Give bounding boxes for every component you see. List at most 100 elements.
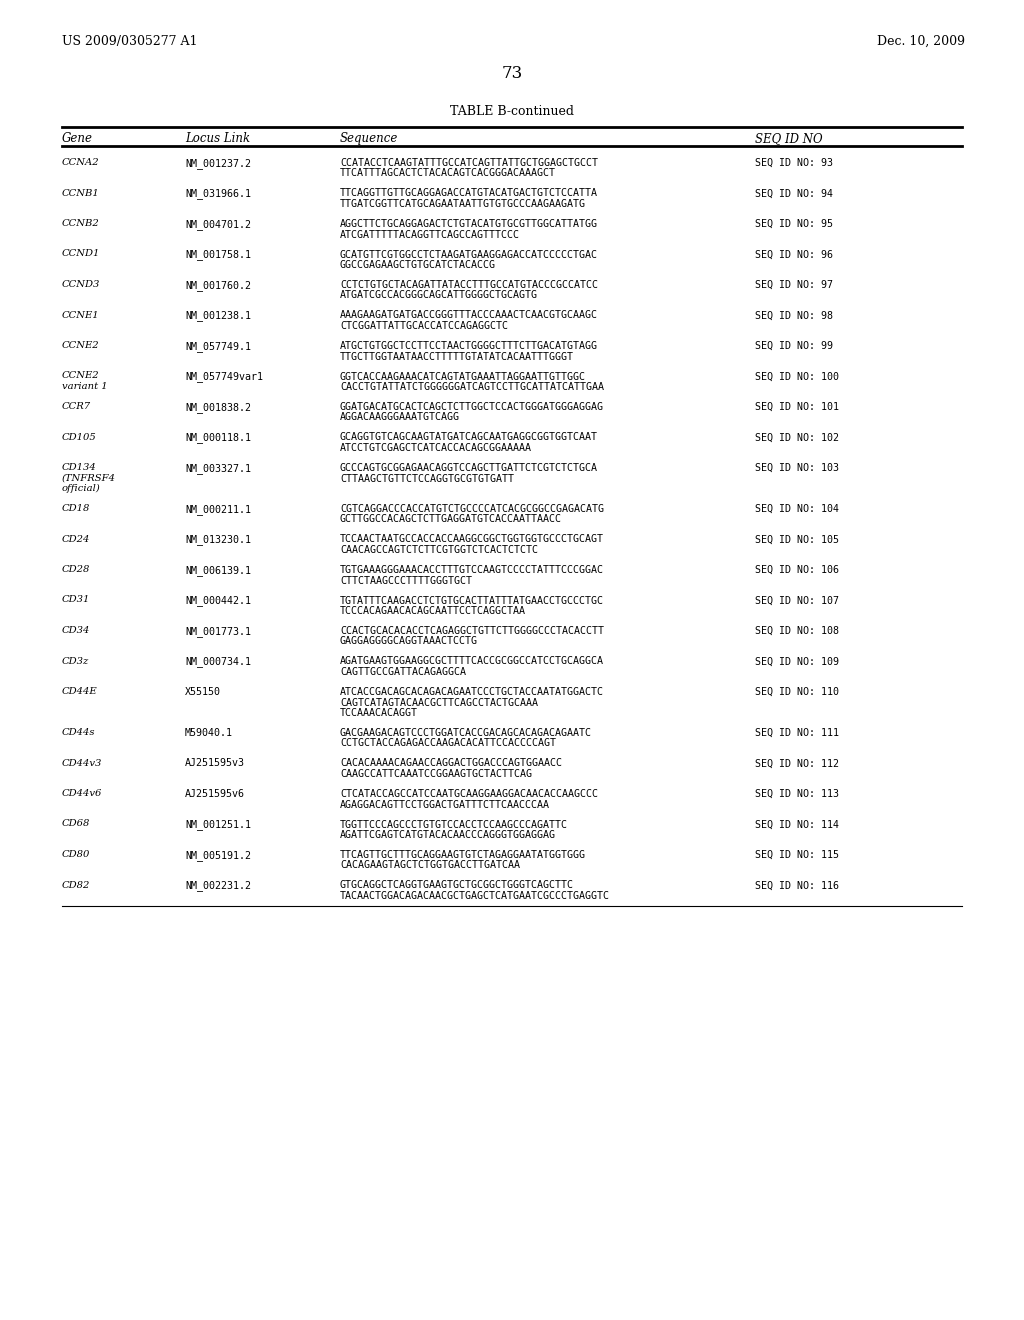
Text: TABLE B-continued: TABLE B-continued <box>450 106 574 117</box>
Text: CAGTTGCCGATTACAGAGGCA: CAGTTGCCGATTACAGAGGCA <box>340 667 466 677</box>
Text: CD24: CD24 <box>62 535 90 544</box>
Text: CD44v3: CD44v3 <box>62 759 102 767</box>
Text: AGATTCGAGTCATGTACACAACCCAGGGTGGAGGAG: AGATTCGAGTCATGTACACAACCCAGGGTGGAGGAG <box>340 830 556 840</box>
Text: CD82: CD82 <box>62 880 90 890</box>
Text: AGGCTTCTGCAGGAGACTCTGTACATGTGCGTTGGCATTATGG: AGGCTTCTGCAGGAGACTCTGTACATGTGCGTTGGCATTA… <box>340 219 598 228</box>
Text: SEQ ID NO: 107: SEQ ID NO: 107 <box>755 595 839 606</box>
Text: TTCAGGTTGTTGCAGGAGACCATGTACATGACTGTCTCCATTA: TTCAGGTTGTTGCAGGAGACCATGTACATGACTGTCTCCA… <box>340 189 598 198</box>
Text: TTGATCGGTTCATGCAGAATAATTGTGTGCCCAAGAAGATG: TTGATCGGTTCATGCAGAATAATTGTGTGCCCAAGAAGAT… <box>340 199 586 209</box>
Text: CD34: CD34 <box>62 626 90 635</box>
Text: NM_000734.1: NM_000734.1 <box>185 656 251 668</box>
Text: CD44s: CD44s <box>62 729 95 737</box>
Text: 73: 73 <box>502 65 522 82</box>
Text: CAAGCCATTCAAATCCGGAAGTGCTACTTCAG: CAAGCCATTCAAATCCGGAAGTGCTACTTCAG <box>340 770 532 779</box>
Text: GGATGACATGCACTCAGCTCTTGGCTCCACTGGGATGGGAGGAG: GGATGACATGCACTCAGCTCTTGGCTCCACTGGGATGGGA… <box>340 403 604 412</box>
Text: CD28: CD28 <box>62 565 90 574</box>
Text: TGGTTCCCAGCCCTGTGTCCACCTCCAAGCCCAGATTC: TGGTTCCCAGCCCTGTGTCCACCTCCAAGCCCAGATTC <box>340 820 568 829</box>
Text: CD134: CD134 <box>62 463 96 473</box>
Text: GGTCACCAAGAAACATCAGTATGAAATTAGGAATTGTTGGC: GGTCACCAAGAAACATCAGTATGAAATTAGGAATTGTTGG… <box>340 371 586 381</box>
Text: TTGCTTGGTAATAACCTTTTTGTATATCACAATTTGGGT: TTGCTTGGTAATAACCTTTTTGTATATCACAATTTGGGT <box>340 351 574 362</box>
Text: CD44E: CD44E <box>62 686 97 696</box>
Text: NM_001251.1: NM_001251.1 <box>185 820 251 830</box>
Text: AAAGAAGATGATGACCGGGTTTACCCAAACTCAACGTGCAAGC: AAAGAAGATGATGACCGGGTTTACCCAAACTCAACGTGCA… <box>340 310 598 321</box>
Text: SEQ ID NO: 99: SEQ ID NO: 99 <box>755 341 833 351</box>
Text: NM_000442.1: NM_000442.1 <box>185 595 251 606</box>
Text: CCND1: CCND1 <box>62 249 100 259</box>
Text: SEQ ID NO: 102: SEQ ID NO: 102 <box>755 433 839 442</box>
Text: NM_057749var1: NM_057749var1 <box>185 371 263 383</box>
Text: CCTCTGTGCTACAGATTATACCTTTGCCATGTACCCGCCATCC: CCTCTGTGCTACAGATTATACCTTTGCCATGTACCCGCCA… <box>340 280 598 290</box>
Text: NM_001758.1: NM_001758.1 <box>185 249 251 260</box>
Text: NM_031966.1: NM_031966.1 <box>185 189 251 199</box>
Text: CACACAAAACAGAACCAGGACTGGACCCAGTGGAACC: CACACAAAACAGAACCAGGACTGGACCCAGTGGAACC <box>340 759 562 768</box>
Text: CTTCTAAGCCCTTTTGGGTGCT: CTTCTAAGCCCTTTTGGGTGCT <box>340 576 472 586</box>
Text: NM_001238.1: NM_001238.1 <box>185 310 251 321</box>
Text: CCND3: CCND3 <box>62 280 100 289</box>
Text: CTCATACCAGCCATCCAATGCAAGGAAGGACAACACCAAGCCC: CTCATACCAGCCATCCAATGCAAGGAAGGACAACACCAAG… <box>340 789 598 799</box>
Text: Gene: Gene <box>62 132 93 145</box>
Text: CD68: CD68 <box>62 820 90 829</box>
Text: TCCAACTAATGCCACCACCAAGGCGGCTGGTGGTGCCCTGCAGT: TCCAACTAATGCCACCACCAAGGCGGCTGGTGGTGCCCTG… <box>340 535 604 544</box>
Text: official): official) <box>62 484 100 494</box>
Text: X55150: X55150 <box>185 686 221 697</box>
Text: NM_005191.2: NM_005191.2 <box>185 850 251 861</box>
Text: TCCCACAGAACACAGCAATTCCTCAGGCTAA: TCCCACAGAACACAGCAATTCCTCAGGCTAA <box>340 606 526 616</box>
Text: SEQ ID NO: 110: SEQ ID NO: 110 <box>755 686 839 697</box>
Text: SEQ ID NO: 100: SEQ ID NO: 100 <box>755 371 839 381</box>
Text: SEQ ID NO: 96: SEQ ID NO: 96 <box>755 249 833 260</box>
Text: Locus Link: Locus Link <box>185 132 250 145</box>
Text: AGAGGACAGTTCCTGGACTGATTTCTTCAACCCAA: AGAGGACAGTTCCTGGACTGATTTCTTCAACCCAA <box>340 800 550 809</box>
Text: SEQ ID NO: 98: SEQ ID NO: 98 <box>755 310 833 321</box>
Text: SEQ ID NO: 101: SEQ ID NO: 101 <box>755 403 839 412</box>
Text: CAACAGCCAGTCTCTTCGTGGTCTCACTCTCTC: CAACAGCCAGTCTCTTCGTGGTCTCACTCTCTC <box>340 545 538 554</box>
Text: ATGATCGCCACGGGCAGCATTGGGGCTGCAGTG: ATGATCGCCACGGGCAGCATTGGGGCTGCAGTG <box>340 290 538 301</box>
Text: SEQ ID NO: 113: SEQ ID NO: 113 <box>755 789 839 799</box>
Text: CCNB1: CCNB1 <box>62 189 99 198</box>
Text: SEQ ID NO: 94: SEQ ID NO: 94 <box>755 189 833 198</box>
Text: TTCAGTTGCTTTGCAGGAAGTGTCTAGAGGAATATGGTGGG: TTCAGTTGCTTTGCAGGAAGTGTCTAGAGGAATATGGTGG… <box>340 850 586 861</box>
Text: CD44v6: CD44v6 <box>62 789 102 799</box>
Text: SEQ ID NO: 105: SEQ ID NO: 105 <box>755 535 839 544</box>
Text: CD3z: CD3z <box>62 656 89 665</box>
Text: SEQ ID NO: 111: SEQ ID NO: 111 <box>755 729 839 738</box>
Text: TGTATTTCAAGACCTCTGTGCACTTATTTATGAACCTGCCCTGC: TGTATTTCAAGACCTCTGTGCACTTATTTATGAACCTGCC… <box>340 595 604 606</box>
Text: GAGGAGGGGCAGGTAAACTCCTG: GAGGAGGGGCAGGTAAACTCCTG <box>340 636 478 647</box>
Text: SEQ ID NO: 116: SEQ ID NO: 116 <box>755 880 839 891</box>
Text: SEQ ID NO: 106: SEQ ID NO: 106 <box>755 565 839 576</box>
Text: TACAACTGGACAGACAACGCTGAGCTCATGAATCGCCCTGAGGTC: TACAACTGGACAGACAACGCTGAGCTCATGAATCGCCCTG… <box>340 891 610 902</box>
Text: GCAGGTGTCAGCAAGTATGATCAGCAATGAGGCGGTGGTCAAT: GCAGGTGTCAGCAAGTATGATCAGCAATGAGGCGGTGGTC… <box>340 433 598 442</box>
Text: Sequence: Sequence <box>340 132 398 145</box>
Text: CCNE2: CCNE2 <box>62 341 99 350</box>
Text: SEQ ID NO: 109: SEQ ID NO: 109 <box>755 656 839 667</box>
Text: GGCCGAGAAGCTGTGCATCTACACCG: GGCCGAGAAGCTGTGCATCTACACCG <box>340 260 496 271</box>
Text: CCR7: CCR7 <box>62 403 91 411</box>
Text: ATCGATTTTTACAGGTTCAGCCAGTTTCCC: ATCGATTTTTACAGGTTCAGCCAGTTTCCC <box>340 230 520 239</box>
Text: NM_004701.2: NM_004701.2 <box>185 219 251 230</box>
Text: SEQ ID NO: 93: SEQ ID NO: 93 <box>755 158 833 168</box>
Text: NM_002231.2: NM_002231.2 <box>185 880 251 891</box>
Text: Dec. 10, 2009: Dec. 10, 2009 <box>877 36 965 48</box>
Text: SEQ ID NO: 95: SEQ ID NO: 95 <box>755 219 833 228</box>
Text: NM_001237.2: NM_001237.2 <box>185 158 251 169</box>
Text: ATCACCGACAGCACAGACAGAATCCCTGCTACCAATATGGACTC: ATCACCGACAGCACAGACAGAATCCCTGCTACCAATATGG… <box>340 686 604 697</box>
Text: CD18: CD18 <box>62 504 90 513</box>
Text: AJ251595v6: AJ251595v6 <box>185 789 245 799</box>
Text: CACCTGTATTATCTGGGGGGATCAGTCCTTGCATTATCATTGAA: CACCTGTATTATCTGGGGGGATCAGTCCTTGCATTATCAT… <box>340 381 604 392</box>
Text: SEQ ID NO: 108: SEQ ID NO: 108 <box>755 626 839 636</box>
Text: AGATGAAGTGGAAGGCGCTTTTCACCGCGGCCATCCTGCAGGCA: AGATGAAGTGGAAGGCGCTTTTCACCGCGGCCATCCTGCA… <box>340 656 604 667</box>
Text: NM_001760.2: NM_001760.2 <box>185 280 251 290</box>
Text: AJ251595v3: AJ251595v3 <box>185 759 245 768</box>
Text: ATCCTGTCGAGCTCATCACCACAGCGGAAAAA: ATCCTGTCGAGCTCATCACCACAGCGGAAAAA <box>340 444 532 453</box>
Text: CCACTGCACACACCTCAGAGGCTGTTCTTGGGGCCCTACACCTT: CCACTGCACACACCTCAGAGGCTGTTCTTGGGGCCCTACA… <box>340 626 604 636</box>
Text: SEQ ID NO: 112: SEQ ID NO: 112 <box>755 759 839 768</box>
Text: GCATGTTCGTGGCCTCTAAGATGAAGGAGACCATCCCCCTGAC: GCATGTTCGTGGCCTCTAAGATGAAGGAGACCATCCCCCT… <box>340 249 598 260</box>
Text: CTTAAGCTGTTCTCCAGGTGCGTGTGATT: CTTAAGCTGTTCTCCAGGTGCGTGTGATT <box>340 474 514 483</box>
Text: SEQ ID NO: 97: SEQ ID NO: 97 <box>755 280 833 290</box>
Text: NM_003327.1: NM_003327.1 <box>185 463 251 474</box>
Text: (TNFRSF4: (TNFRSF4 <box>62 474 116 483</box>
Text: CTCGGATTATTGCACCATCCAGAGGCTC: CTCGGATTATTGCACCATCCAGAGGCTC <box>340 321 508 331</box>
Text: GCTTGGCCACAGCTCTTGAGGATGTCACCAATTAACC: GCTTGGCCACAGCTCTTGAGGATGTCACCAATTAACC <box>340 515 562 524</box>
Text: NM_006139.1: NM_006139.1 <box>185 565 251 576</box>
Text: US 2009/0305277 A1: US 2009/0305277 A1 <box>62 36 198 48</box>
Text: ATGCTGTGGCTCCTTCCTAACTGGGGCTTTCTTGACATGTAGG: ATGCTGTGGCTCCTTCCTAACTGGGGCTTTCTTGACATGT… <box>340 341 598 351</box>
